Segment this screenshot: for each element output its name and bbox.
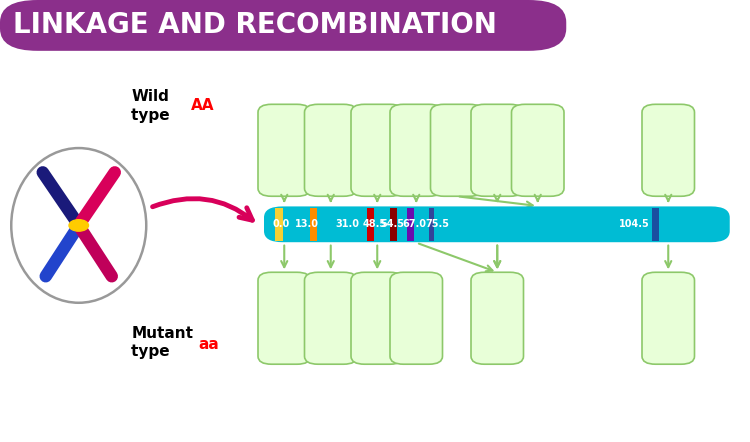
FancyBboxPatch shape (0, 0, 566, 51)
FancyBboxPatch shape (390, 272, 442, 364)
FancyBboxPatch shape (512, 104, 564, 196)
Bar (428, 208, 433, 241)
FancyBboxPatch shape (430, 104, 483, 196)
Text: AA: AA (191, 98, 214, 113)
Bar (407, 208, 414, 241)
Text: aa: aa (199, 337, 220, 352)
Bar (652, 208, 658, 241)
FancyBboxPatch shape (258, 104, 310, 196)
Text: 54.5: 54.5 (380, 219, 404, 229)
FancyBboxPatch shape (390, 104, 442, 196)
FancyBboxPatch shape (642, 104, 694, 196)
Ellipse shape (11, 148, 146, 303)
Text: LINKAGE AND RECOMBINATION: LINKAGE AND RECOMBINATION (13, 11, 497, 39)
Bar (275, 208, 283, 241)
FancyBboxPatch shape (304, 272, 357, 364)
Text: Wild
type: Wild type (131, 89, 175, 123)
Text: 48.5: 48.5 (363, 219, 387, 229)
FancyBboxPatch shape (351, 272, 404, 364)
Bar (310, 208, 317, 241)
Circle shape (69, 220, 88, 231)
FancyBboxPatch shape (264, 206, 730, 242)
Text: Mutant
type: Mutant type (131, 326, 194, 359)
FancyBboxPatch shape (642, 272, 694, 364)
Text: 13.0: 13.0 (296, 219, 320, 229)
Text: 31.0: 31.0 (335, 219, 359, 229)
Bar (367, 208, 374, 241)
Text: 75.5: 75.5 (425, 219, 449, 229)
FancyBboxPatch shape (258, 272, 310, 364)
Bar (390, 208, 398, 241)
FancyBboxPatch shape (471, 104, 524, 196)
FancyBboxPatch shape (351, 104, 404, 196)
Text: 104.5: 104.5 (619, 219, 650, 229)
FancyBboxPatch shape (304, 104, 357, 196)
Text: 67.0: 67.0 (402, 219, 426, 229)
FancyBboxPatch shape (471, 272, 524, 364)
Text: 0.0: 0.0 (272, 219, 290, 229)
